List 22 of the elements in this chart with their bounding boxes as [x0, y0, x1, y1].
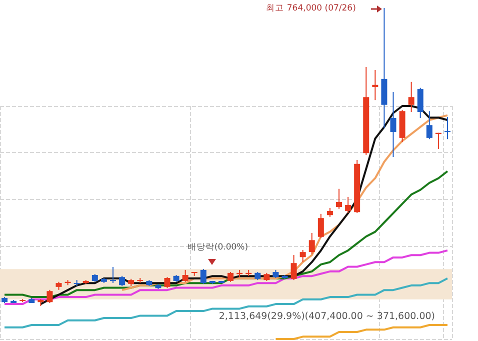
band-label: 2,113,649(29.9%)(407,400.00 ~ 371,600.00) — [218, 310, 435, 322]
annotation: 배당락(0.00%) — [187, 242, 248, 253]
annotation: 최고 764,000 (07/26) — [266, 4, 356, 14]
candlestick — [417, 87, 424, 118]
candlestick — [300, 249, 306, 262]
candlestick — [426, 110, 432, 140]
candlestick — [308, 232, 315, 255]
candlestick — [290, 254, 297, 281]
candlestick — [110, 266, 116, 284]
candlestick — [444, 116, 450, 140]
candlestick — [228, 272, 234, 282]
candlestick — [164, 276, 170, 289]
candlestick — [200, 268, 206, 284]
candlestick — [318, 213, 324, 239]
candlestick — [46, 289, 53, 304]
candlestick — [345, 196, 352, 214]
candlestick — [119, 275, 126, 287]
candlestick — [372, 69, 378, 101]
candlestick — [182, 269, 188, 282]
candlestick — [336, 188, 342, 210]
candlestick — [390, 92, 396, 158]
candlestick — [408, 81, 414, 112]
